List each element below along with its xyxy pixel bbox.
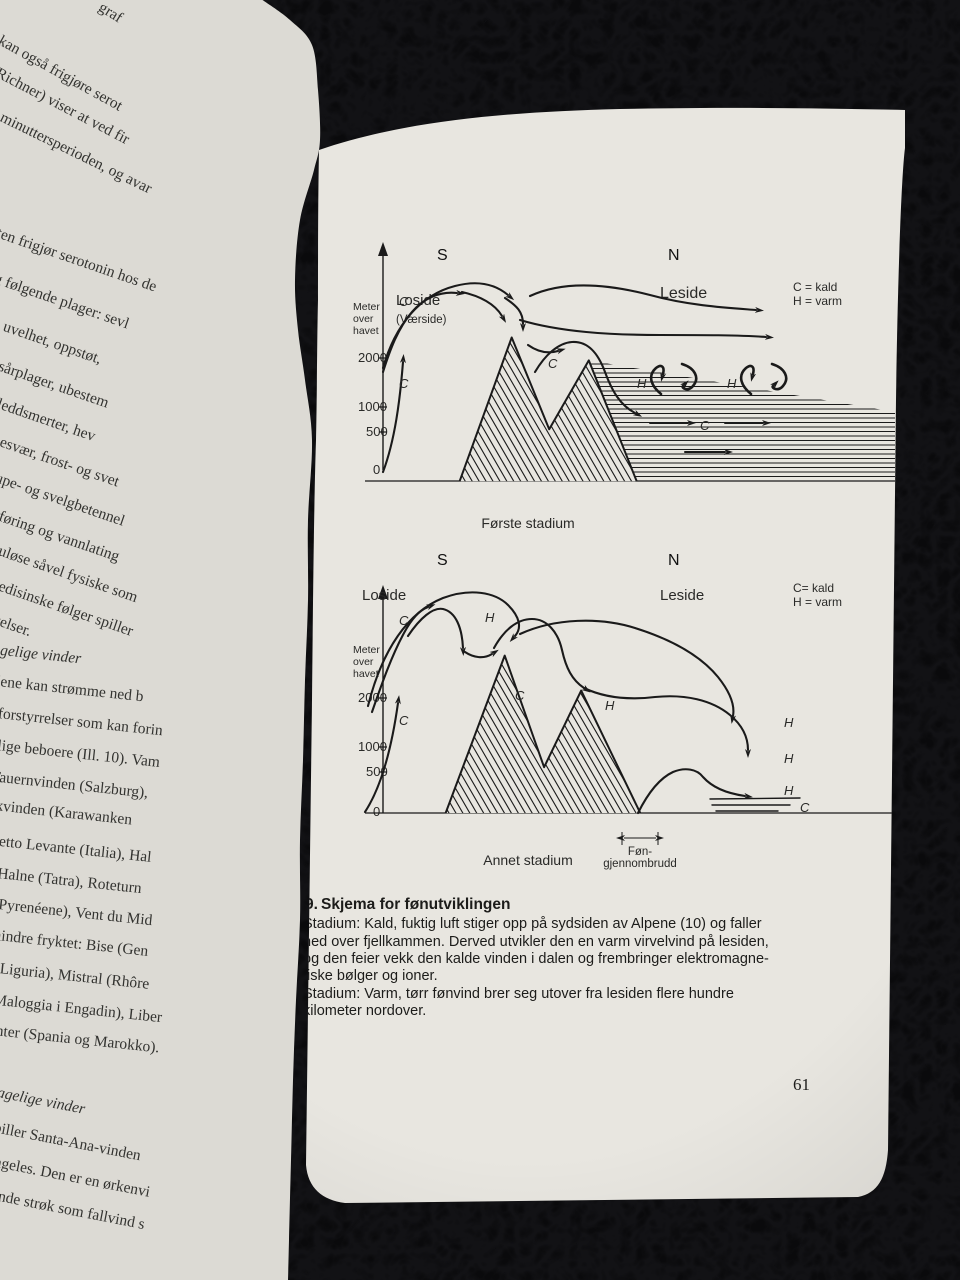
svg-text:H = varm: H = varm	[793, 294, 842, 308]
svg-text:C: C	[515, 688, 525, 703]
svg-text:Føn-: Føn-	[628, 846, 652, 858]
svg-text:C: C	[399, 713, 409, 728]
svg-text:H = varm: H = varm	[793, 595, 842, 609]
svg-text:Første stadium: Første stadium	[481, 515, 574, 531]
svg-text:Skjema for fønutviklingen: Skjema for fønutviklingen	[321, 896, 510, 913]
svg-text:H: H	[784, 715, 794, 730]
svg-text:H: H	[784, 751, 794, 766]
svg-text:C: C	[399, 613, 409, 628]
svg-text:over: over	[353, 313, 374, 325]
svg-text:C = kald: C = kald	[793, 280, 837, 294]
svg-text:Meter: Meter	[353, 644, 380, 656]
svg-text:Stadium: Kald, fuktig luft sti: Stadium: Kald, fuktig luft stiger opp på…	[303, 916, 762, 932]
svg-text:havet: havet	[353, 325, 379, 337]
svg-text:H: H	[784, 783, 794, 798]
svg-text:S: S	[437, 552, 448, 569]
svg-text:61: 61	[793, 1075, 810, 1094]
svg-text:havet: havet	[353, 668, 379, 680]
svg-text:0: 0	[373, 804, 380, 819]
svg-text:C= kald: C= kald	[793, 581, 834, 595]
svg-text:C: C	[399, 294, 409, 309]
svg-text:Leside: Leside	[660, 587, 704, 604]
svg-text:H: H	[637, 376, 647, 391]
svg-text:og den feier vekk den kalde vi: og den feier vekk den kalde vinden i dal…	[303, 951, 769, 967]
svg-text:over: over	[353, 656, 374, 668]
svg-text:gjennombrudd: gjennombrudd	[603, 858, 677, 870]
svg-text:N: N	[668, 247, 680, 264]
svg-text:C: C	[800, 800, 810, 815]
svg-text:ned over fjellkammen. Derved u: ned over fjellkammen. Derved utvikler de…	[303, 934, 769, 950]
svg-text:Stadium: Varm, tørr fønvind br: Stadium: Varm, tørr fønvind brer seg uto…	[303, 986, 734, 1002]
svg-text:0: 0	[373, 462, 380, 477]
svg-text:S: S	[437, 247, 448, 264]
svg-text:C: C	[548, 356, 558, 371]
svg-text:Annet stadium: Annet stadium	[483, 852, 573, 868]
svg-text:tiske bølger og ioner.: tiske bølger og ioner.	[303, 968, 438, 984]
svg-text:C: C	[399, 376, 409, 391]
svg-text:Loside: Loside	[362, 587, 406, 604]
svg-text:Meter: Meter	[353, 301, 380, 313]
svg-text:H: H	[485, 610, 495, 625]
svg-text:H: H	[727, 376, 737, 391]
svg-text:kilometer nordover.: kilometer nordover.	[303, 1003, 426, 1019]
svg-text:N: N	[668, 552, 680, 569]
svg-text:H: H	[605, 698, 615, 713]
svg-text:C: C	[700, 418, 710, 433]
